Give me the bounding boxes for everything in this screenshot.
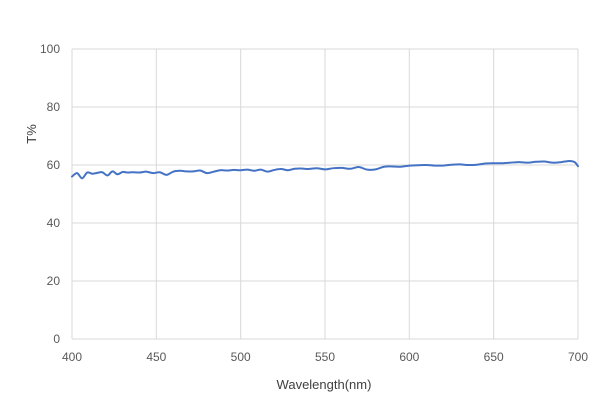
x-tick-label: 650 [484,350,504,364]
x-axis-title: Wavelength(nm) [277,377,372,392]
x-tick-label: 550 [315,350,335,364]
x-tick-label: 450 [146,350,166,364]
y-tick-labels: 0 20 40 60 80 100 [40,42,60,346]
x-tick-label: 500 [231,350,251,364]
y-tick-label: 40 [47,216,61,230]
y-axis-title: T% [24,124,39,144]
y-tick-label: 60 [47,158,61,172]
x-tick-labels: 400 450 500 550 600 650 700 [62,350,588,364]
series-group [71,159,579,180]
x-tick-label: 700 [568,350,588,364]
x-tick-label: 600 [399,350,419,364]
vertical-gridlines [71,49,579,339]
y-tick-label: 80 [47,100,61,114]
series-line [71,159,579,180]
y-tick-label: 100 [40,42,60,56]
y-tick-label: 0 [53,332,60,346]
y-tick-label: 20 [47,274,61,288]
x-tick-label: 400 [62,350,82,364]
